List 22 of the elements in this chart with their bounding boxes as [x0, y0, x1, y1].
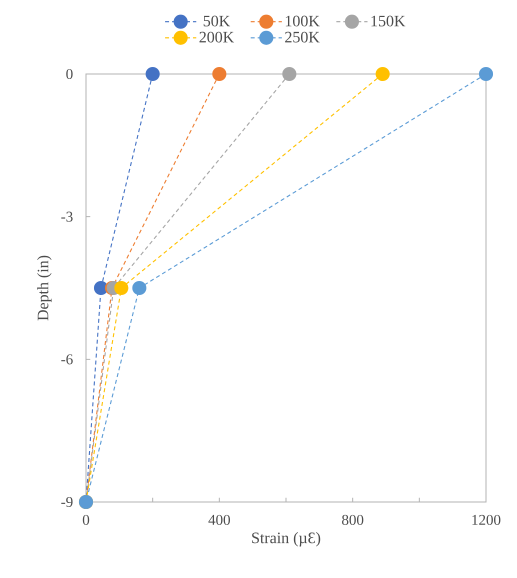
point	[212, 66, 226, 82]
point	[376, 66, 390, 82]
x-tick-label: 0	[82, 514, 90, 525]
legend-label: 50K	[204, 16, 230, 26]
point	[114, 280, 128, 296]
y-axis-title: Depth (in)	[37, 256, 52, 321]
point	[132, 280, 146, 296]
legend-label: 250K	[285, 32, 320, 43]
legend-label: 150K	[371, 16, 406, 26]
x-axis-title: Strain (µƐ)	[252, 532, 320, 546]
legend-label: 100K	[286, 16, 320, 26]
point	[146, 66, 160, 82]
y-tick-label: -9	[61, 496, 73, 508]
y-tick-label: -3	[61, 212, 73, 222]
x-tick-label: 1200	[472, 514, 500, 525]
point	[478, 66, 494, 82]
y-tick-label: 0	[66, 68, 73, 80]
legend-label: 200K	[200, 32, 234, 43]
point	[282, 66, 296, 82]
x-tick-label: 400	[208, 514, 230, 525]
x-tick-label: 800	[342, 514, 364, 525]
y-tick-label: -6	[61, 354, 73, 364]
